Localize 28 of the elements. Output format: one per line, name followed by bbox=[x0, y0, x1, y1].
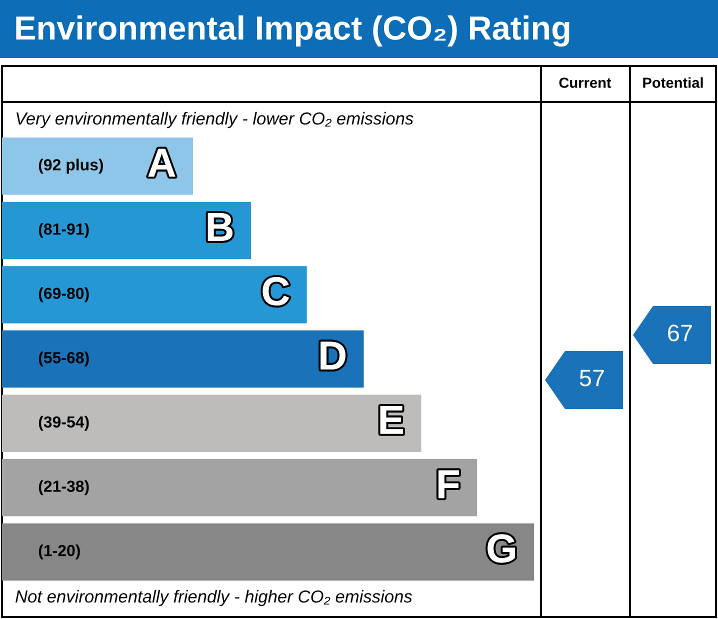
y-tick-label: (55-68) bbox=[38, 352, 89, 366]
annotation: G bbox=[488, 534, 515, 563]
y-tick-label: (92 plus) bbox=[38, 158, 103, 174]
chart-title: Environmental Impact (CO₂) Rating bbox=[16, 15, 570, 47]
bar bbox=[2, 330, 364, 388]
bar bbox=[2, 202, 251, 260]
text: 57 bbox=[580, 370, 604, 386]
y-tick-label: (69-80) bbox=[38, 287, 89, 302]
bar bbox=[2, 523, 534, 581]
annotation: B bbox=[208, 213, 232, 241]
text: Potential bbox=[643, 77, 703, 88]
chart-subtitle: Very environmentally friendly - lower CO₂ emissions bbox=[16, 112, 414, 128]
y-tick-label: (39-54) bbox=[38, 416, 89, 431]
bar bbox=[2, 394, 422, 452]
annotation: E bbox=[380, 406, 403, 434]
bar bbox=[2, 266, 307, 324]
text: 67 bbox=[668, 324, 692, 342]
y-tick-label: (1-20) bbox=[38, 544, 80, 560]
y-tick-label: (21-38) bbox=[38, 480, 89, 496]
annotation: F bbox=[438, 470, 459, 498]
bar bbox=[2, 459, 478, 516]
annotation: C bbox=[262, 277, 290, 306]
annotation: A bbox=[148, 148, 176, 177]
y-tick-label: (81-91) bbox=[38, 223, 89, 238]
annotation: D bbox=[320, 342, 346, 370]
bar bbox=[2, 138, 193, 195]
text: Not environmentally friendly - higher CO₂ emissions bbox=[16, 590, 412, 606]
text: Current bbox=[559, 78, 612, 88]
